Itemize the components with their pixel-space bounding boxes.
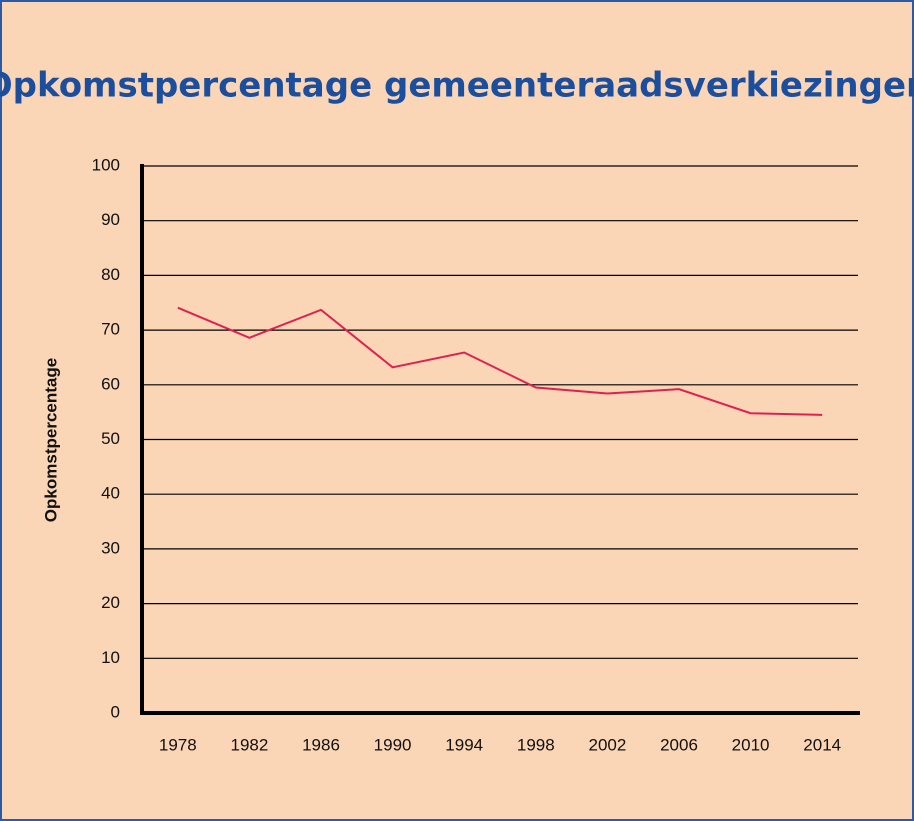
x-tick-label: 1994 bbox=[445, 735, 483, 754]
x-tick-label: 1998 bbox=[517, 735, 555, 754]
y-tick-label: 70 bbox=[101, 320, 120, 339]
x-tick-label: 2006 bbox=[660, 735, 698, 754]
y-tick-label: 60 bbox=[101, 374, 120, 393]
y-tick-label: 0 bbox=[111, 702, 120, 721]
x-tick-label: 1982 bbox=[230, 735, 268, 754]
y-tick-label: 80 bbox=[101, 265, 120, 284]
x-tick-label: 1986 bbox=[302, 735, 340, 754]
x-tick-label: 1990 bbox=[374, 735, 412, 754]
x-tick-label: 2014 bbox=[803, 735, 841, 754]
x-tick-label: 2010 bbox=[732, 735, 770, 754]
chart-title: Opkomstpercentage gemeenteraadsverkiezin… bbox=[0, 66, 914, 106]
x-tick-label: 2002 bbox=[588, 735, 626, 754]
y-tick-label: 30 bbox=[101, 538, 120, 557]
x-tick-label: 1978 bbox=[159, 735, 197, 754]
y-axis-label: Opkomstpercentage bbox=[41, 358, 60, 522]
y-tick-label: 50 bbox=[101, 429, 120, 448]
line bbox=[177, 306, 823, 416]
y-tick-label: 90 bbox=[101, 210, 120, 229]
y-tick-label: 20 bbox=[101, 593, 120, 612]
y-tick-label: 40 bbox=[101, 484, 120, 503]
y-tick-label: 100 bbox=[92, 155, 120, 174]
y-tick-label: 10 bbox=[101, 648, 120, 667]
